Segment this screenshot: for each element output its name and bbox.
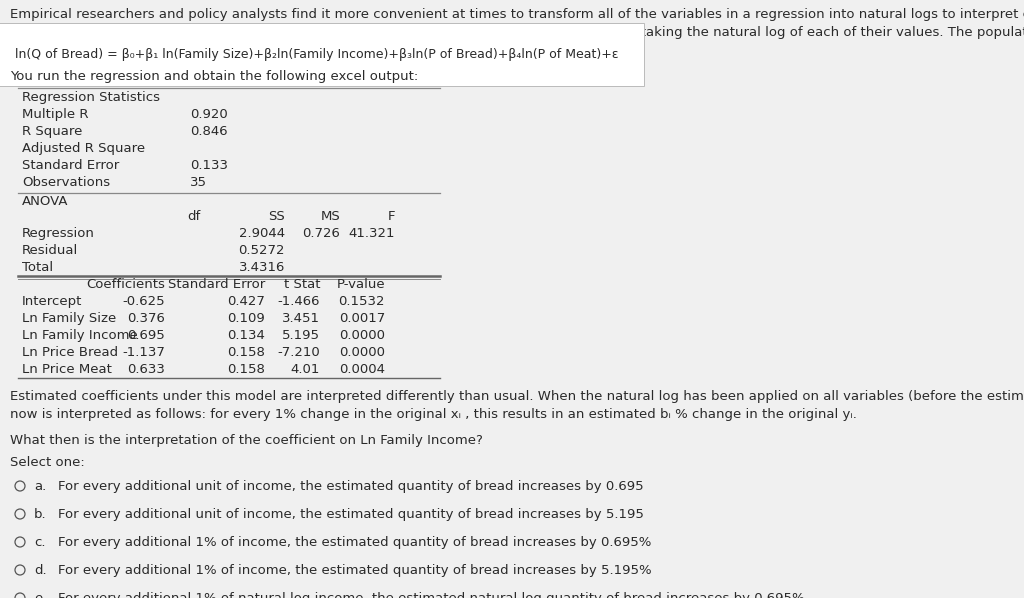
- Text: -0.625: -0.625: [123, 295, 165, 308]
- Text: Ln Family Size: Ln Family Size: [22, 312, 117, 325]
- Text: 0.109: 0.109: [227, 312, 265, 325]
- Text: now is interpreted as follows: for every 1% change in the original xᵢ , this res: now is interpreted as follows: for every…: [10, 408, 857, 421]
- Text: 0.1532: 0.1532: [339, 295, 385, 308]
- Text: e.: e.: [34, 592, 46, 598]
- Text: Ln Price Bread: Ln Price Bread: [22, 346, 118, 359]
- Text: F: F: [387, 210, 395, 223]
- Text: 0.0000: 0.0000: [339, 346, 385, 359]
- Text: Select one:: Select one:: [10, 456, 85, 469]
- Text: Coefficients: Coefficients: [86, 278, 165, 291]
- Text: 3.451: 3.451: [282, 312, 319, 325]
- Text: R Square: R Square: [22, 125, 82, 138]
- Text: you transform the quantity of bread, family size, income, price of bread, and pr: you transform the quantity of bread, fam…: [10, 26, 1024, 39]
- Text: 0.920: 0.920: [190, 108, 227, 121]
- Text: MS: MS: [321, 210, 340, 223]
- Text: ln(Q of Bread) = β₀+β₁ ln(Family Size)+β₂ln(Family Income)+β₃ln(P of Bread)+β₄ln: ln(Q of Bread) = β₀+β₁ ln(Family Size)+β…: [15, 48, 618, 61]
- Text: 0.846: 0.846: [190, 125, 227, 138]
- Text: You run the regression and obtain the following excel output:: You run the regression and obtain the fo…: [10, 70, 418, 83]
- Text: For every additional unit of income, the estimated quantity of bread increases b: For every additional unit of income, the…: [58, 508, 644, 521]
- Text: 0.0004: 0.0004: [339, 363, 385, 376]
- Text: Adjusted R Square: Adjusted R Square: [22, 142, 145, 155]
- Text: ANOVA: ANOVA: [22, 195, 69, 208]
- Text: For every additional 1% of natural log income, the estimated natural log quantit: For every additional 1% of natural log i…: [58, 592, 805, 598]
- Text: b.: b.: [34, 508, 47, 521]
- Text: Intercept: Intercept: [22, 295, 82, 308]
- Text: 0.0000: 0.0000: [339, 329, 385, 342]
- Text: 41.321: 41.321: [348, 227, 395, 240]
- Text: SS: SS: [268, 210, 285, 223]
- Text: Multiple R: Multiple R: [22, 108, 88, 121]
- Text: For every additional unit of income, the estimated quantity of bread increases b: For every additional unit of income, the…: [58, 480, 644, 493]
- Text: Ln Price Meat: Ln Price Meat: [22, 363, 112, 376]
- Text: P-value: P-value: [336, 278, 385, 291]
- Text: a.: a.: [34, 480, 46, 493]
- Text: 2.9044: 2.9044: [239, 227, 285, 240]
- Text: Total: Total: [22, 261, 53, 274]
- Text: 0.0017: 0.0017: [339, 312, 385, 325]
- Text: -1.137: -1.137: [122, 346, 165, 359]
- Text: 0.633: 0.633: [127, 363, 165, 376]
- Text: 0.376: 0.376: [127, 312, 165, 325]
- Text: d.: d.: [34, 564, 47, 577]
- Text: 0.695: 0.695: [127, 329, 165, 342]
- Text: 0.427: 0.427: [227, 295, 265, 308]
- Text: Ln Family Income: Ln Family Income: [22, 329, 138, 342]
- Text: 0.726: 0.726: [302, 227, 340, 240]
- Text: 0.158: 0.158: [227, 346, 265, 359]
- Text: 3.4316: 3.4316: [239, 261, 285, 274]
- Text: 0.158: 0.158: [227, 363, 265, 376]
- Text: What then is the interpretation of the coefficient on Ln Family Income?: What then is the interpretation of the c…: [10, 434, 483, 447]
- Text: For every additional 1% of income, the estimated quantity of bread increases by : For every additional 1% of income, the e…: [58, 564, 651, 577]
- Text: -1.466: -1.466: [278, 295, 319, 308]
- Text: 0.133: 0.133: [190, 159, 228, 172]
- Text: 4.01: 4.01: [291, 363, 319, 376]
- Text: Residual: Residual: [22, 244, 78, 257]
- Text: Empirical researchers and policy analysts find it more convenient at times to tr: Empirical researchers and policy analyst…: [10, 8, 1024, 21]
- Text: -7.210: -7.210: [278, 346, 319, 359]
- Text: Standard Error: Standard Error: [22, 159, 119, 172]
- Text: Estimated coefficients under this model are interpreted differently than usual. : Estimated coefficients under this model …: [10, 390, 1024, 403]
- Text: 0.134: 0.134: [227, 329, 265, 342]
- Text: df: df: [186, 210, 200, 223]
- Text: Regression Statistics: Regression Statistics: [22, 91, 160, 104]
- Text: t Stat: t Stat: [284, 278, 319, 291]
- Text: 35: 35: [190, 176, 207, 189]
- Text: Standard Error: Standard Error: [168, 278, 265, 291]
- Text: For every additional 1% of income, the estimated quantity of bread increases by : For every additional 1% of income, the e…: [58, 536, 651, 549]
- Text: 0.5272: 0.5272: [239, 244, 285, 257]
- Text: Observations: Observations: [22, 176, 111, 189]
- Text: c.: c.: [34, 536, 45, 549]
- Text: Regression: Regression: [22, 227, 95, 240]
- Text: 5.195: 5.195: [282, 329, 319, 342]
